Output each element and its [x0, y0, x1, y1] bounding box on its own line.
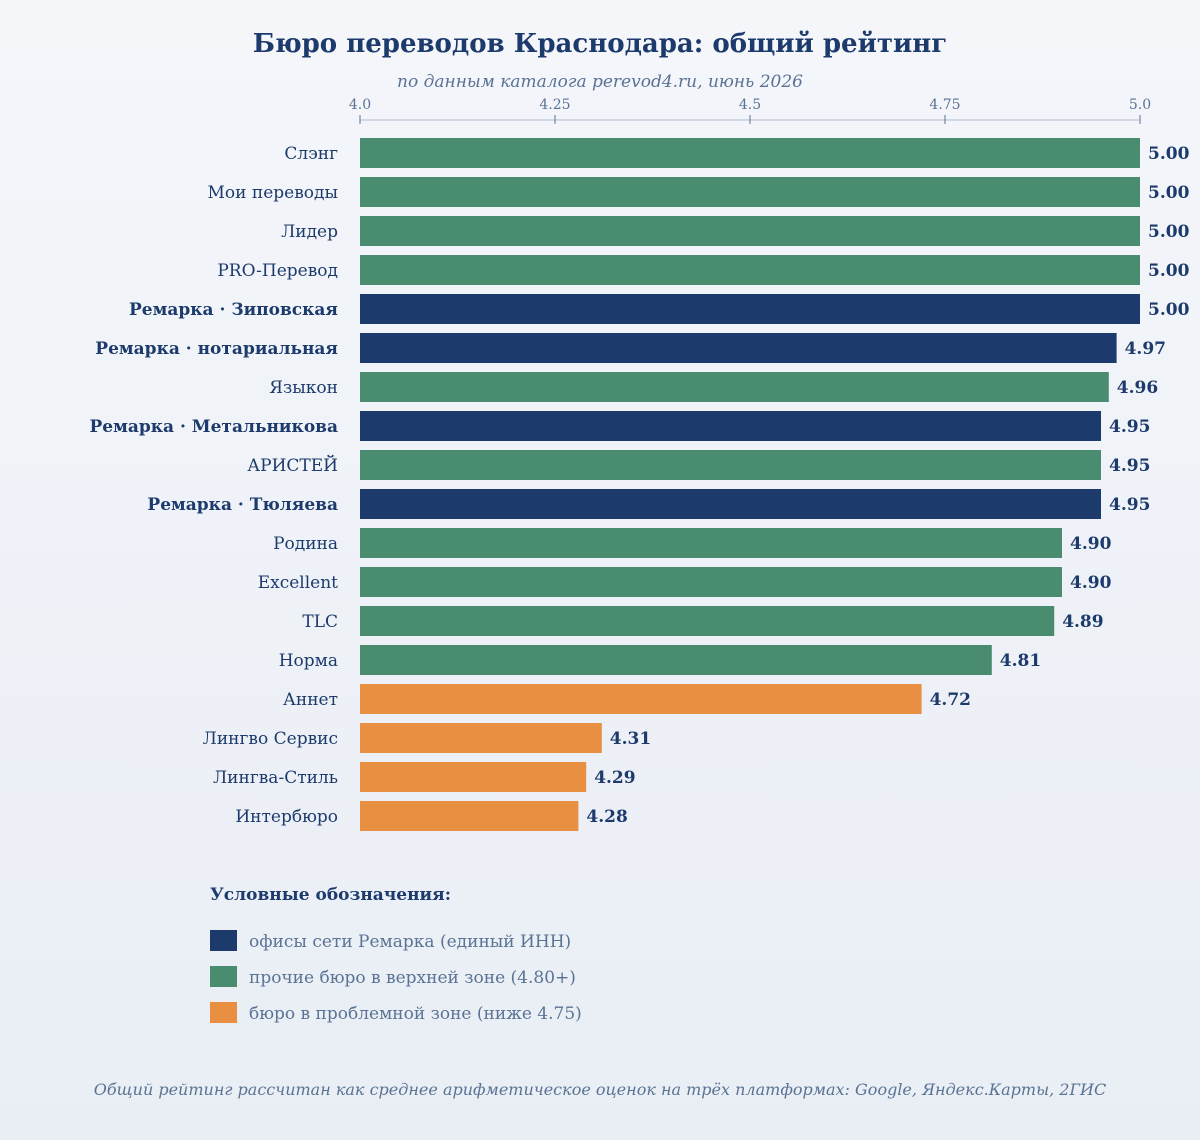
legend-swatch — [210, 966, 237, 987]
value-label: 5.00 — [1148, 261, 1190, 281]
value-label: 4.90 — [1070, 573, 1112, 593]
value-label: 5.00 — [1148, 300, 1190, 320]
value-label: 4.31 — [610, 729, 651, 749]
category-label: Лидер — [281, 222, 338, 242]
x-axis: 4.0 4.25 4.5 4.75 5.0 — [349, 97, 1151, 124]
value-label: 4.90 — [1070, 534, 1112, 554]
category-label: Родина — [273, 534, 338, 554]
value-label: 5.00 — [1148, 222, 1190, 242]
category-label: Ремарка · Зиповская — [129, 300, 338, 320]
value-label: 5.00 — [1148, 144, 1190, 164]
bar — [360, 411, 1101, 441]
category-label: Ремарка · Метальникова — [89, 417, 338, 437]
value-label: 4.89 — [1062, 612, 1103, 632]
bar — [360, 528, 1062, 558]
bars-group: Слэнг 5.00 Мои переводы 5.00 Лидер 5.00 PRO-Пе… — [89, 138, 1190, 831]
category-label: TLC — [302, 612, 338, 632]
x-tick-label: 4.0 — [349, 97, 371, 113]
bar — [360, 723, 602, 753]
legend: Условные обозначения: офисы сети Ремарка… — [210, 885, 582, 1024]
category-label: Ремарка · Тюляева — [147, 495, 338, 515]
bar — [360, 684, 922, 714]
value-label: 4.95 — [1109, 417, 1150, 437]
category-label: Excellent — [258, 573, 338, 593]
chart-title: Бюро переводов Краснодара: общий рейтинг — [253, 29, 947, 59]
x-tick-label: 4.75 — [929, 97, 960, 113]
value-label: 4.28 — [586, 807, 627, 827]
legend-swatch — [210, 1002, 237, 1023]
value-label: 4.96 — [1117, 378, 1158, 398]
category-label: Мои переводы — [207, 183, 338, 203]
bar — [360, 762, 587, 792]
bar — [360, 255, 1140, 285]
bar — [360, 294, 1140, 324]
bar — [360, 645, 992, 675]
category-label: Аннет — [283, 690, 338, 710]
category-label: Интербюро — [235, 807, 338, 827]
value-label: 5.00 — [1148, 183, 1190, 203]
category-label: Ремарка · нотариальная — [95, 339, 338, 359]
category-label: Слэнг — [284, 144, 338, 164]
bar — [360, 333, 1117, 363]
x-tick-label: 4.5 — [739, 97, 761, 113]
value-label: 4.29 — [594, 768, 635, 788]
value-label: 4.97 — [1125, 339, 1166, 359]
chart-subtitle: по данным каталога perevod4.ru, июнь 202… — [397, 72, 803, 92]
legend-item-label: бюро в проблемной зоне (ниже 4.75) — [249, 1004, 582, 1024]
category-label: PRO-Перевод — [217, 261, 338, 281]
legend-swatch — [210, 930, 237, 951]
value-label: 4.81 — [1000, 651, 1041, 671]
bar — [360, 606, 1055, 636]
category-label: АРИСТЕЙ — [247, 455, 338, 476]
value-label: 4.95 — [1109, 495, 1150, 515]
legend-item-label: офисы сети Ремарка (единый ИНН) — [249, 932, 571, 952]
footnote: Общий рейтинг рассчитан как среднее ариф… — [94, 1080, 1107, 1099]
category-label: Лингво Сервис — [203, 729, 338, 749]
x-tick-label: 4.25 — [539, 97, 570, 113]
x-tick-label: 5.0 — [1129, 97, 1151, 113]
category-label: Норма — [279, 651, 338, 671]
bar — [360, 177, 1140, 207]
bar — [360, 138, 1140, 168]
category-label: Языкон — [269, 378, 338, 398]
bar — [360, 567, 1062, 597]
value-label: 4.72 — [930, 690, 971, 710]
legend-item-label: прочие бюро в верхней зоне (4.80+) — [249, 968, 576, 988]
category-label: Лингва-Стиль — [213, 768, 338, 788]
bar — [360, 801, 579, 831]
bar — [360, 489, 1101, 519]
value-label: 4.95 — [1109, 456, 1150, 476]
legend-title: Условные обозначения: — [210, 885, 451, 905]
bar — [360, 216, 1140, 246]
bar — [360, 450, 1101, 480]
bar — [360, 372, 1109, 402]
